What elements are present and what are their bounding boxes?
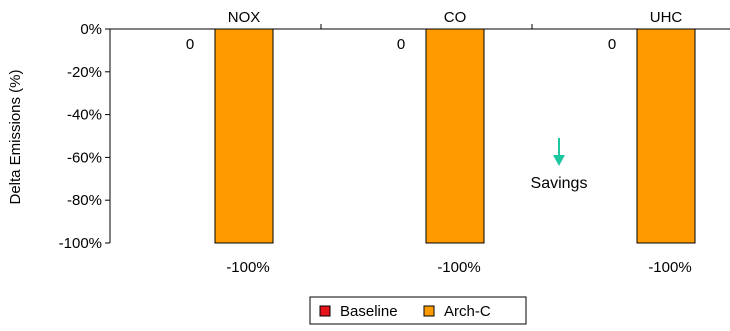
savings-arrow-head <box>553 155 565 166</box>
y-axis: 0% -20% -40% -60% -80% -100% <box>59 21 730 252</box>
value-label-arch-c-co: -100% <box>437 259 480 276</box>
y-tick-label: -20% <box>67 64 102 81</box>
value-labels: 0 -100% 0 -100% 0 -100% <box>186 36 692 276</box>
bar-arch-c-co <box>425 28 485 244</box>
value-label-baseline-uhc: 0 <box>608 36 616 53</box>
y-tick-label: -100% <box>59 235 102 252</box>
legend: Baseline Arch-C <box>309 296 527 325</box>
value-label-arch-c-nox: -100% <box>226 259 269 276</box>
legend-label-arch-c: Arch-C <box>444 303 491 320</box>
value-label-baseline-co: 0 <box>397 36 405 53</box>
category-label-uhc: UHC <box>650 9 683 26</box>
y-tick-label: -80% <box>67 192 102 209</box>
savings-label: Savings <box>531 175 588 192</box>
y-tick-label: -60% <box>67 149 102 166</box>
value-label-baseline-nox: 0 <box>186 36 194 53</box>
value-label-arch-c-uhc: -100% <box>648 259 691 276</box>
y-axis-label: Delta Emissions (%) <box>7 69 24 204</box>
category-labels: NOX CO UHC <box>228 9 683 26</box>
bar-arch-c-nox <box>214 28 274 244</box>
legend-box <box>309 296 527 325</box>
legend-swatch-arch-c <box>423 305 435 317</box>
legend-swatch-baseline <box>319 305 331 317</box>
savings-annotation: Savings <box>531 138 588 192</box>
category-label-nox: NOX <box>228 9 261 26</box>
y-tick-label: -40% <box>67 107 102 124</box>
y-tick-label: 0% <box>80 21 102 38</box>
legend-label-baseline: Baseline <box>340 303 398 320</box>
bar-arch-c-uhc <box>636 28 696 244</box>
category-label-co: CO <box>444 9 467 26</box>
bars <box>214 28 696 244</box>
